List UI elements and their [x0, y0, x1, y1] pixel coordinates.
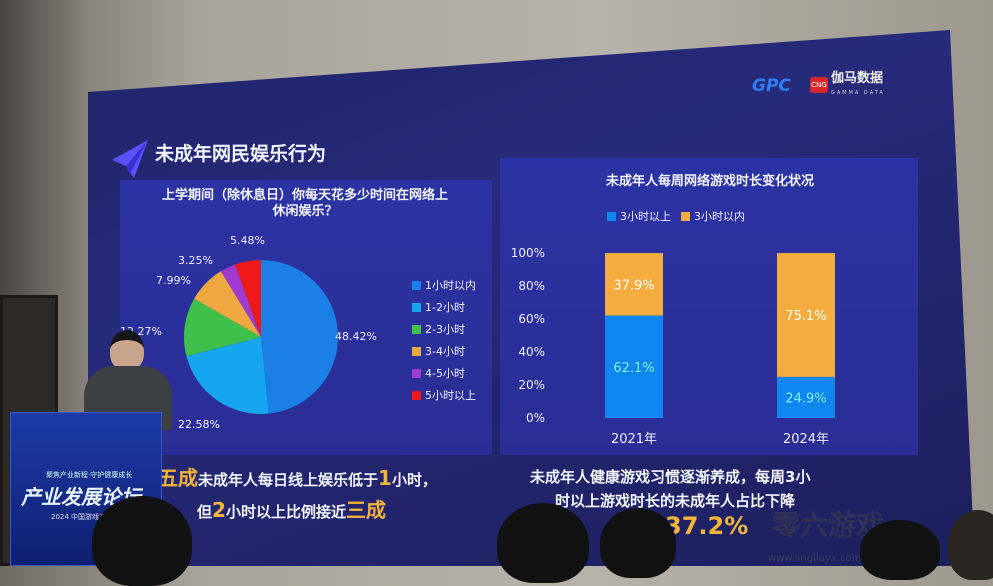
bar-segment — [777, 253, 835, 377]
legend-swatch — [412, 368, 421, 378]
bar-data-label: 75.1% — [785, 309, 826, 324]
pie-chart: 48.42%22.58%12.27%7.99%3.25%5.48% — [120, 234, 377, 431]
y-tick-label: 20% — [518, 378, 545, 392]
gamma-logo: 伽马数据 — [831, 71, 884, 86]
legend-swatch — [412, 346, 421, 356]
pie-legend-item: 1-2小时 — [412, 299, 476, 315]
pie-data-label: 3.25% — [178, 254, 213, 267]
pie-legend-item: 2-3小时 — [412, 321, 476, 337]
pie-legend-item: 1小时以内 — [412, 277, 476, 293]
pie-data-label: 7.99% — [156, 274, 191, 287]
summary-left-line1: 五成未成年人每日线上娱乐低于1小时， — [158, 462, 437, 491]
pie-data-label: 5.48% — [230, 234, 265, 247]
legend-swatch — [412, 390, 421, 400]
gamma-logo-en: GAMMA DATA — [831, 90, 885, 96]
y-tick-label: 80% — [518, 279, 545, 293]
bar-legend-item: 3小时以内 — [681, 208, 745, 224]
y-tick-label: 60% — [518, 312, 545, 326]
bar-legend-item: 3小时以上 — [607, 208, 671, 224]
audience-head — [497, 503, 589, 583]
pie-data-label: 48.42% — [335, 330, 377, 343]
highlight: 1 — [378, 466, 392, 490]
highlight: 三成 — [345, 498, 386, 522]
legend-label: 5小时以上 — [425, 389, 476, 402]
y-tick-label: 0% — [526, 411, 545, 425]
legend-swatch — [412, 324, 421, 334]
pie-slice — [194, 271, 261, 337]
audience-head — [600, 508, 676, 578]
paper-plane-icon — [112, 140, 148, 178]
bar-legend: 3小时以上 3小时以内 — [607, 208, 745, 224]
bar-data-label: 37.9% — [613, 278, 654, 293]
cng-logo: CNG — [810, 77, 828, 93]
legend-label: 2-3小时 — [425, 323, 465, 336]
gpc-logo-text: GPC — [752, 76, 791, 96]
text: 小时， — [391, 471, 437, 489]
audience-head — [92, 496, 192, 586]
pie-legend-item: 3-4小时 — [412, 343, 476, 359]
y-tick-label: 100% — [511, 246, 545, 260]
legend-swatch — [412, 302, 421, 312]
pie-slice — [220, 264, 261, 337]
legend-label: 3-4小时 — [425, 345, 465, 358]
legend-swatch — [681, 211, 690, 221]
podium-subtitle: 2024 中国游戏产业年 — [51, 513, 121, 521]
legend-label: 3小时以上 — [620, 210, 671, 223]
gpc-logo: GPC — [752, 76, 791, 96]
x-tick-label: 2024年 — [783, 432, 829, 447]
legend-label: 1小时以内 — [425, 279, 476, 292]
bar-chart-panel — [500, 158, 918, 455]
podium-tagline: 聚焦产业新程·守护健康成长 — [46, 471, 133, 479]
text: 未成年人每日线上娱乐低于 — [198, 471, 379, 489]
pie-data-label: 22.58% — [178, 418, 220, 431]
legend-swatch — [607, 211, 616, 221]
text: 小时以上比例接近 — [225, 503, 346, 521]
pie-slice — [235, 260, 261, 337]
pie-legend: 1小时以内 1-2小时 2-3小时 3-4小时 4-5小时 5小时以上 — [412, 277, 476, 409]
bar-chart-title: 未成年人每周网络游戏时长变化状况 — [605, 174, 814, 189]
legend-swatch — [412, 280, 421, 290]
bar-segment — [777, 376, 835, 418]
pie-legend-item: 4-5小时 — [412, 365, 476, 381]
legend-label: 3小时以内 — [694, 210, 745, 223]
watermark-url: www.lingliuyx.com — [768, 553, 862, 564]
pie-slice — [186, 337, 269, 414]
highlight: 2 — [212, 498, 226, 522]
pie-legend-item: 5小时以上 — [412, 387, 476, 403]
highlight: 五成 — [158, 466, 198, 490]
y-tick-label: 40% — [518, 345, 545, 359]
stacked-bar-chart: 0% 20% 40% 60% 80% 100% 62.1% 37.9% 2021年 24.9% 75… — [511, 246, 835, 447]
pie-slice — [184, 298, 261, 357]
pie-chart-title: 上学期间（除休息日）你每天花多少时间在网络上休闲娱乐？ — [161, 188, 448, 219]
legend-label: 4-5小时 — [425, 367, 465, 380]
bar-segment — [605, 253, 663, 316]
bar-data-label: 24.9% — [785, 391, 826, 406]
decline-value: 37.2% — [665, 512, 749, 540]
text: 但 — [197, 503, 213, 521]
slide-title: 未成年网民娱乐行为 — [155, 143, 327, 165]
summary-right-line2: 时以上游戏时长的未成年人占比下降 — [555, 492, 796, 510]
audience-head — [860, 520, 940, 580]
bar-segment — [605, 315, 663, 418]
pie-slice — [261, 260, 339, 414]
x-tick-label: 2021年 — [611, 432, 657, 447]
bar-data-label: 62.1% — [613, 361, 654, 376]
legend-label: 1-2小时 — [425, 301, 465, 314]
summary-right-line1: 未成年人健康游戏习惯逐渐养成，每周3小 — [530, 468, 811, 486]
summary-left-line2: 但2小时以上比例接近三成 — [197, 494, 386, 523]
